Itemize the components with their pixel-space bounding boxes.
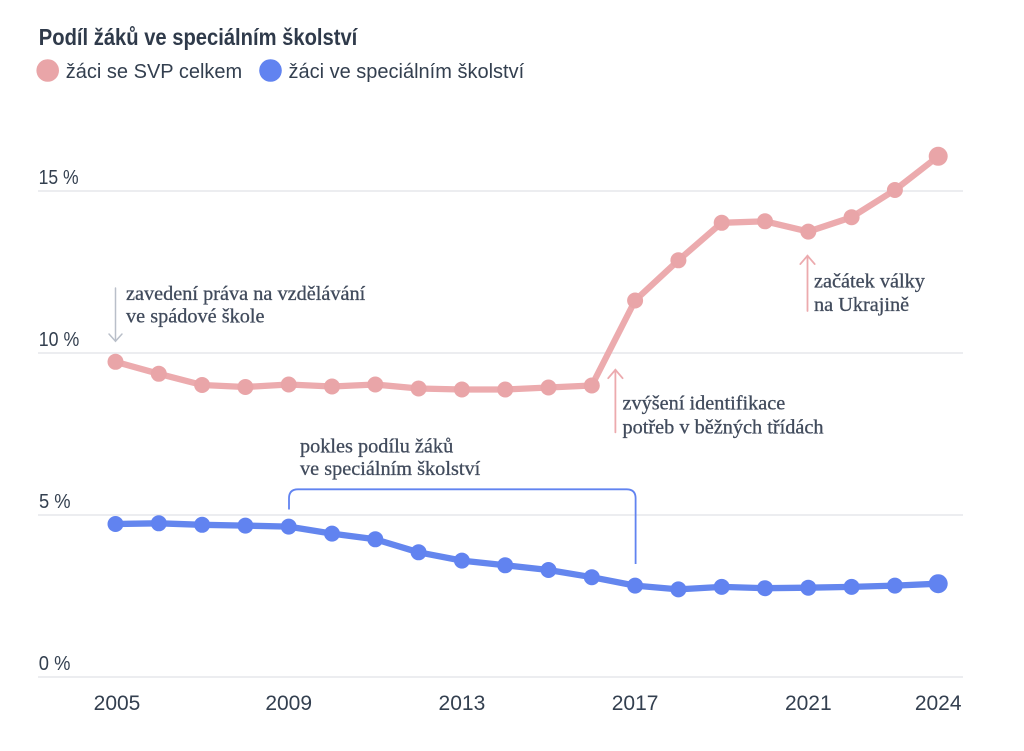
svg-text:na Ukrajině: na Ukrajině — [814, 294, 909, 316]
svg-text:žáci se SVP celkem: žáci se SVP celkem — [66, 61, 242, 83]
svg-text:2024: 2024 — [915, 692, 962, 715]
svg-text:ve spádové škole: ve spádové škole — [126, 306, 265, 328]
svg-text:5 %: 5 % — [39, 491, 71, 513]
svg-text:zavedení práva na vzdělávání: zavedení práva na vzdělávání — [126, 283, 366, 305]
svg-text:ve speciálním školství: ve speciálním školství — [300, 458, 481, 480]
svg-text:10 %: 10 % — [39, 329, 80, 351]
svg-text:15 %: 15 % — [39, 167, 79, 189]
svg-text:žáci ve speciálním školství: žáci ve speciálním školství — [289, 61, 525, 83]
svg-text:2009: 2009 — [265, 692, 312, 715]
svg-text:pokles podílu žáků: pokles podílu žáků — [300, 436, 453, 458]
svg-text:2005: 2005 — [94, 692, 141, 715]
svg-text:začátek války: začátek války — [814, 271, 926, 293]
svg-text:zvýšení identifikace: zvýšení identifikace — [623, 393, 786, 415]
svg-text:Podíl žáků ve speciálním škols: Podíl žáků ve speciálním školství — [39, 24, 359, 50]
svg-text:2017: 2017 — [612, 692, 659, 715]
svg-text:0 %: 0 % — [39, 653, 71, 675]
svg-text:2021: 2021 — [785, 692, 832, 715]
svg-text:potřeb v běžných třídách: potřeb v běžných třídách — [623, 417, 824, 439]
svg-text:2013: 2013 — [439, 692, 486, 715]
